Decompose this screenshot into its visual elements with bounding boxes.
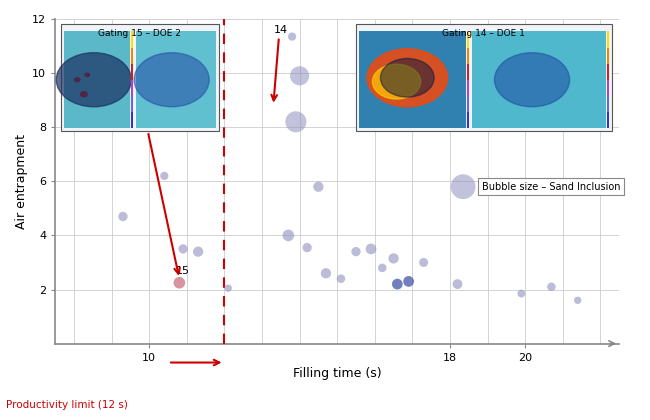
Bar (606, 112, 609, 128)
Bar (467, 64, 469, 80)
Point (351, 248, 361, 255)
Circle shape (81, 92, 87, 97)
Point (174, 279, 185, 286)
Point (452, 281, 463, 287)
Bar (467, 96, 469, 112)
Point (336, 276, 346, 282)
Bar (359, 32, 466, 128)
Point (223, 285, 233, 291)
Bar (131, 80, 133, 96)
Bar (61, 24, 219, 131)
Point (178, 246, 188, 252)
Bar (606, 47, 609, 64)
Point (366, 246, 376, 252)
Point (419, 259, 429, 266)
Bar (131, 96, 133, 112)
Bar (135, 32, 216, 128)
Point (389, 255, 399, 262)
Point (118, 213, 128, 220)
Text: Bubble size – Sand Inclusion: Bubble size – Sand Inclusion (482, 182, 620, 192)
Circle shape (372, 64, 421, 99)
Circle shape (57, 52, 131, 107)
Text: 14: 14 (274, 24, 288, 34)
Bar (131, 47, 133, 64)
Bar (131, 64, 133, 80)
Point (193, 248, 203, 255)
Bar (606, 80, 609, 96)
Point (294, 72, 305, 79)
Circle shape (134, 52, 209, 107)
Bar (131, 112, 133, 128)
Point (283, 232, 294, 239)
Y-axis label: Air entrapment: Air entrapment (15, 134, 28, 229)
Bar (467, 112, 469, 128)
Point (404, 278, 414, 285)
Point (377, 265, 387, 271)
Bar (64, 32, 130, 128)
Point (313, 184, 324, 190)
Bar (356, 24, 612, 131)
Point (546, 284, 556, 290)
Bar (472, 32, 606, 128)
Bar (606, 96, 609, 112)
X-axis label: Filling time (s): Filling time (s) (293, 367, 382, 380)
Bar (467, 47, 469, 64)
Circle shape (75, 78, 80, 81)
Text: Gating 15 – DOE 2: Gating 15 – DOE 2 (98, 29, 181, 38)
Point (302, 244, 313, 251)
Text: Productivity limit (12 s): Productivity limit (12 s) (6, 399, 129, 409)
Circle shape (367, 49, 448, 107)
Point (573, 297, 583, 304)
Bar (467, 80, 469, 96)
Bar (467, 32, 469, 47)
Bar (131, 32, 133, 47)
Point (159, 173, 170, 179)
Bar (606, 32, 609, 47)
Circle shape (380, 58, 434, 97)
Text: Gating 14 – DOE 1: Gating 14 – DOE 1 (443, 29, 525, 38)
Point (392, 281, 402, 287)
Circle shape (495, 52, 569, 107)
Point (320, 270, 331, 277)
Circle shape (85, 73, 90, 76)
Point (287, 33, 297, 40)
Bar (606, 64, 609, 80)
Point (516, 290, 526, 297)
Point (458, 184, 468, 190)
Point (291, 118, 301, 125)
Text: 15: 15 (176, 266, 190, 276)
